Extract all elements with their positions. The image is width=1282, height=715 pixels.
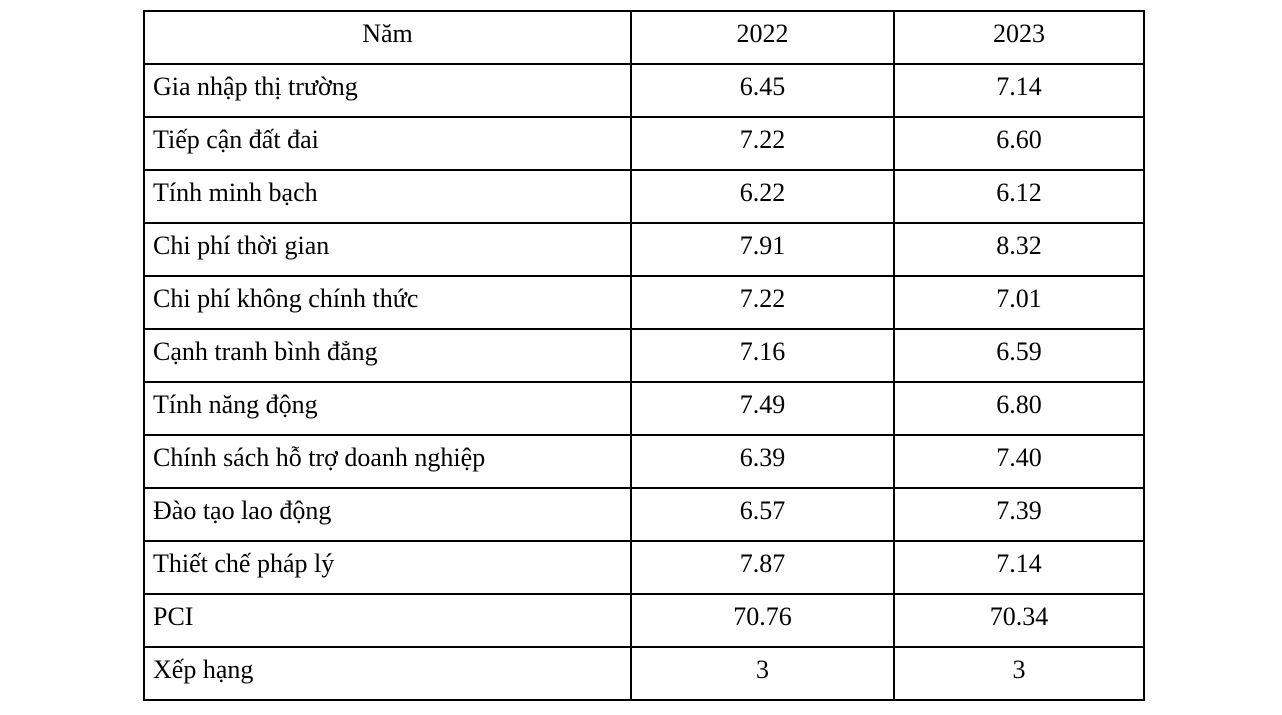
value-2023: 6.60 bbox=[893, 116, 1145, 171]
table-header-row: Năm 2022 2023 bbox=[143, 10, 1145, 65]
row-label: Chi phí không chính thức bbox=[143, 275, 632, 330]
value-2022: 70.76 bbox=[630, 593, 895, 648]
table-row: Chính sách hỗ trợ doanh nghiệp 6.39 7.40 bbox=[143, 434, 1145, 489]
value-2022: 7.22 bbox=[630, 275, 895, 330]
value-2023: 8.32 bbox=[893, 222, 1145, 277]
value-2023: 6.80 bbox=[893, 381, 1145, 436]
value-2023: 6.59 bbox=[893, 328, 1145, 383]
value-2022: 7.91 bbox=[630, 222, 895, 277]
row-label: Tính năng động bbox=[143, 381, 632, 436]
table-row: PCI 70.76 70.34 bbox=[143, 593, 1145, 648]
value-2023: 7.39 bbox=[893, 487, 1145, 542]
row-label: Tính minh bạch bbox=[143, 169, 632, 224]
table-row: Đào tạo lao động 6.57 7.39 bbox=[143, 487, 1145, 542]
row-label: Xếp hạng bbox=[143, 646, 632, 701]
row-label: PCI bbox=[143, 593, 632, 648]
value-2022: 7.16 bbox=[630, 328, 895, 383]
value-2022: 6.39 bbox=[630, 434, 895, 489]
row-label: Gia nhập thị trường bbox=[143, 63, 632, 118]
table-row: Tiếp cận đất đai 7.22 6.60 bbox=[143, 116, 1145, 171]
row-label: Đào tạo lao động bbox=[143, 487, 632, 542]
value-2022: 3 bbox=[630, 646, 895, 701]
row-label: Chính sách hỗ trợ doanh nghiệp bbox=[143, 434, 632, 489]
table-row: Chi phí không chính thức 7.22 7.01 bbox=[143, 275, 1145, 330]
table-row: Chi phí thời gian 7.91 8.32 bbox=[143, 222, 1145, 277]
value-2023: 7.14 bbox=[893, 540, 1145, 595]
value-2022: 7.49 bbox=[630, 381, 895, 436]
value-2022: 6.57 bbox=[630, 487, 895, 542]
table-row: Tính năng động 7.49 6.80 bbox=[143, 381, 1145, 436]
row-label: Chi phí thời gian bbox=[143, 222, 632, 277]
table-row: Cạnh tranh bình đẳng 7.16 6.59 bbox=[143, 328, 1145, 383]
value-2022: 6.45 bbox=[630, 63, 895, 118]
value-2022: 7.22 bbox=[630, 116, 895, 171]
row-label: Tiếp cận đất đai bbox=[143, 116, 632, 171]
value-2023: 6.12 bbox=[893, 169, 1145, 224]
row-label: Thiết chế pháp lý bbox=[143, 540, 632, 595]
table-row: Xếp hạng 3 3 bbox=[143, 646, 1145, 701]
table-row: Gia nhập thị trường 6.45 7.14 bbox=[143, 63, 1145, 118]
header-cell-2022: 2022 bbox=[630, 10, 895, 65]
table-row: Thiết chế pháp lý 7.87 7.14 bbox=[143, 540, 1145, 595]
table-row: Tính minh bạch 6.22 6.12 bbox=[143, 169, 1145, 224]
row-label: Cạnh tranh bình đẳng bbox=[143, 328, 632, 383]
pci-table: Năm 2022 2023 Gia nhập thị trường 6.45 7… bbox=[143, 10, 1145, 701]
value-2023: 7.01 bbox=[893, 275, 1145, 330]
value-2022: 6.22 bbox=[630, 169, 895, 224]
value-2023: 7.14 bbox=[893, 63, 1145, 118]
header-cell-2023: 2023 bbox=[893, 10, 1145, 65]
header-cell-nam: Năm bbox=[143, 10, 632, 65]
value-2023: 3 bbox=[893, 646, 1145, 701]
value-2023: 70.34 bbox=[893, 593, 1145, 648]
value-2022: 7.87 bbox=[630, 540, 895, 595]
value-2023: 7.40 bbox=[893, 434, 1145, 489]
